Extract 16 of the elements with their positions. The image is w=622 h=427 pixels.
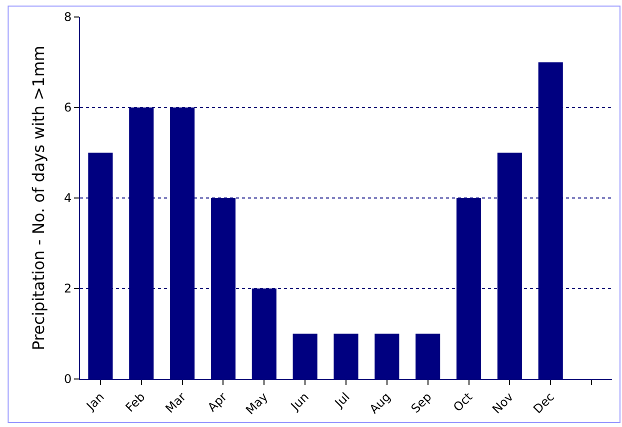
y-tick-label: 6: [64, 100, 72, 115]
y-tick-label: 4: [64, 191, 72, 206]
x-tick-label: Jul: [332, 390, 352, 411]
x-tick-label: Apr: [205, 390, 230, 414]
x-tick-label: Sep: [408, 390, 434, 416]
x-tick-label: Feb: [122, 390, 148, 415]
y-tick-label: 2: [64, 282, 72, 296]
x-tick-label: Jun: [288, 390, 312, 414]
y-tick-label: 0: [64, 372, 72, 386]
y-axis-title: Precipitation - No. of days with >1mm: [28, 46, 48, 350]
y-tick-label: 8: [64, 10, 72, 24]
x-tick-label: Oct: [450, 390, 476, 414]
x-tick-label: Dec: [530, 390, 557, 416]
x-tick-label: Jan: [83, 390, 107, 414]
x-tick-label: Nov: [490, 390, 516, 416]
x-tick-label: Mar: [162, 390, 189, 416]
